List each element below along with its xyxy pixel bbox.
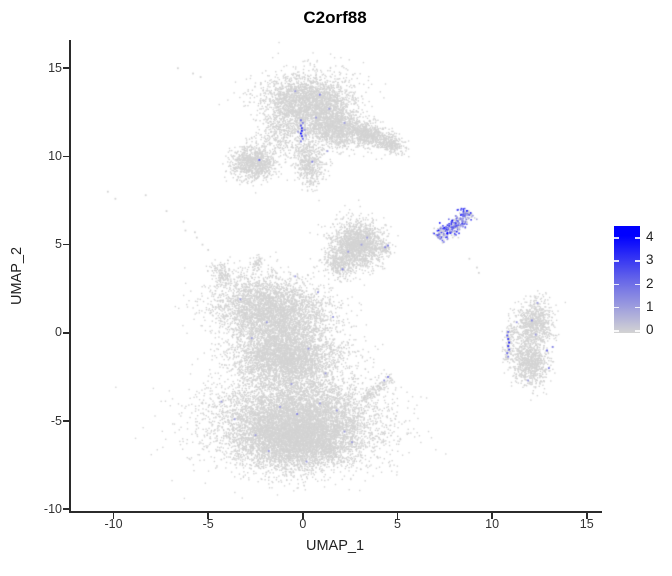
y-tick-mark xyxy=(63,332,69,334)
colorbar-tick-label: 4 xyxy=(646,229,654,244)
y-axis-line xyxy=(69,40,71,512)
x-tick-label: 0 xyxy=(299,517,307,531)
colorbar-tick-notch xyxy=(635,306,640,309)
colorbar-tick-notch xyxy=(614,283,619,286)
colorbar-tick-notch xyxy=(635,283,640,286)
y-tick-mark xyxy=(63,155,69,158)
x-tick-label: 15 xyxy=(579,517,594,531)
y-tick-mark xyxy=(63,67,69,70)
colorbar-tick-label: 3 xyxy=(646,252,654,268)
y-tick-mark xyxy=(63,243,69,246)
y-tick-label: -10 xyxy=(43,501,62,516)
x-tick-label: 10 xyxy=(485,517,500,531)
y-tick-label: 5 xyxy=(55,237,62,252)
x-tick-label: -10 xyxy=(104,517,123,531)
y-tick-label: -5 xyxy=(50,413,62,428)
x-tick-mark xyxy=(491,512,493,519)
colorbar-tick-notch xyxy=(614,260,619,262)
x-tick-mark xyxy=(112,512,115,519)
x-tick-label: -5 xyxy=(202,517,214,531)
colorbar-tick-notch xyxy=(614,237,619,239)
colorbar-tick-notch xyxy=(614,330,619,332)
x-tick-mark xyxy=(302,512,304,519)
colorbar-gradient xyxy=(614,226,640,333)
y-tick-mark xyxy=(63,508,69,511)
x-tick-mark xyxy=(207,512,209,519)
colorbar-tick-notch xyxy=(635,237,640,239)
x-tick-label: 5 xyxy=(393,517,401,531)
y-tick-label: 10 xyxy=(48,148,62,163)
colorbar-tick-label: 2 xyxy=(646,275,654,291)
x-tick-mark xyxy=(585,512,588,519)
y-tick-label: 0 xyxy=(55,325,62,340)
y-tick-label: 15 xyxy=(48,60,62,75)
plot-title: C2orf88 xyxy=(303,8,367,27)
x-axis-title: UMAP_1 xyxy=(305,538,365,554)
x-tick-mark xyxy=(396,512,399,519)
colorbar-tick-label: 0 xyxy=(646,322,654,337)
colorbar-tick-notch xyxy=(635,260,640,262)
x-axis-line xyxy=(69,511,602,513)
y-tick-mark xyxy=(63,420,69,422)
y-axis-title: UMAP_2 xyxy=(9,246,25,306)
colorbar-tick-notch xyxy=(614,306,619,309)
colorbar-tick-notch xyxy=(635,330,640,332)
colorbar-tick-label: 1 xyxy=(646,298,654,314)
